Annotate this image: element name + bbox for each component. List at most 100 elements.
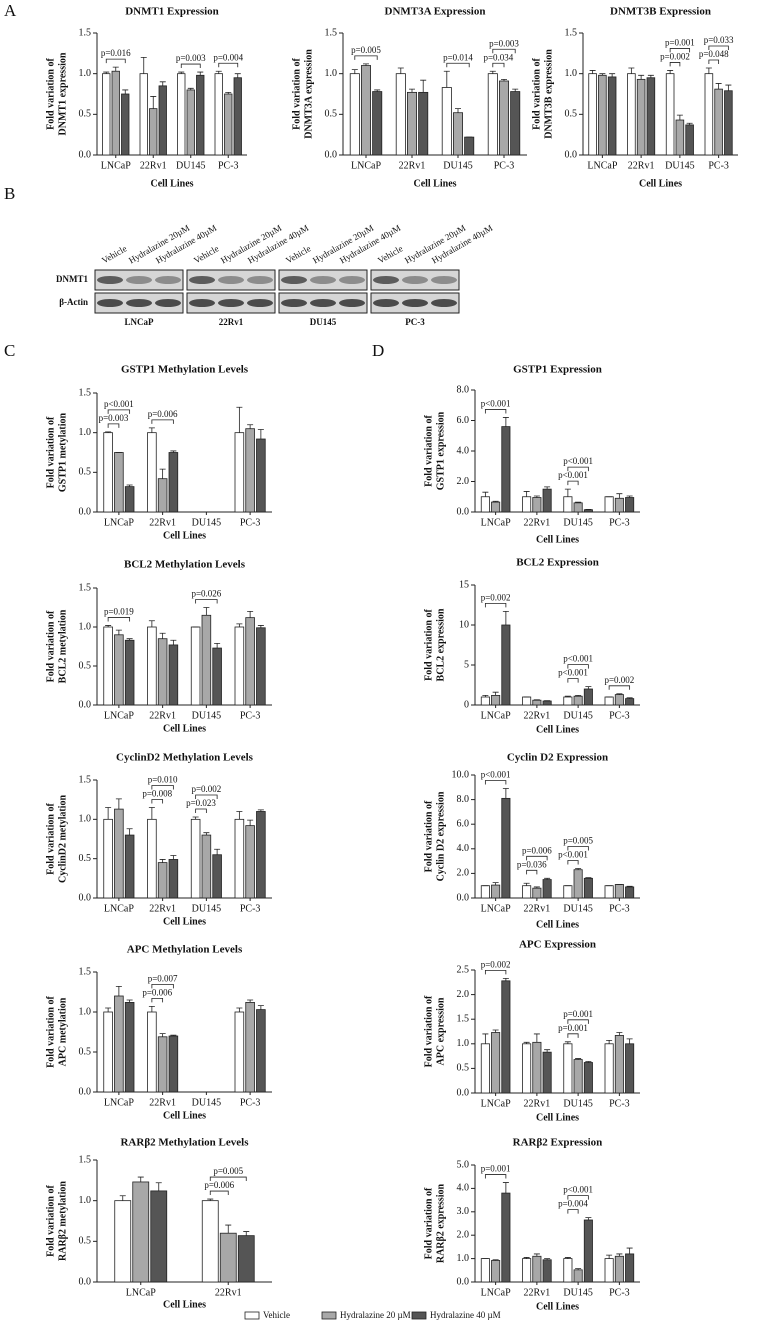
significance-bracket [209, 1190, 229, 1196]
error-bar [140, 57, 147, 74]
error-bar [606, 1039, 613, 1044]
bar [147, 626, 157, 706]
error-bar [214, 642, 221, 649]
error-bar [192, 816, 199, 820]
p-value: p=0.006 [148, 409, 178, 419]
x-tick-label: 22Rv1 [149, 903, 176, 914]
y-tick-label: 0.0 [79, 149, 92, 160]
error-bar [247, 424, 254, 429]
blot-band [310, 299, 336, 307]
x-tick-label: DU145 [563, 903, 592, 914]
bar [665, 73, 675, 156]
bar [256, 627, 266, 706]
significance-bracket [708, 59, 720, 64]
x-tick-label: PC-3 [609, 710, 630, 721]
error-bar [105, 1007, 112, 1012]
bar [157, 1036, 168, 1093]
blot-band [97, 299, 123, 307]
y-tick-label: 8.0 [457, 794, 470, 805]
bar [685, 124, 694, 156]
x-tick-label: LNCaP [351, 160, 381, 171]
error-bar [225, 1224, 232, 1234]
bar [614, 884, 624, 899]
bar [491, 1032, 501, 1094]
bar [510, 91, 521, 156]
error-bar [616, 1253, 623, 1257]
y-tick-label: 8.0 [457, 384, 470, 395]
y-tick-label: 1.5 [565, 27, 578, 38]
chart-title: DNMT3B Expression [610, 6, 711, 18]
p-value: p<0.001 [558, 850, 588, 860]
bar [563, 885, 573, 899]
y-tick-label: 1.0 [79, 427, 92, 438]
bar [168, 644, 179, 706]
error-bar [170, 1034, 177, 1036]
blot-band [126, 299, 152, 307]
bar [522, 885, 532, 899]
error-bar [397, 67, 404, 74]
significance-bracket [218, 62, 239, 68]
bar [573, 1059, 583, 1094]
row-label: β-Actin [59, 297, 88, 307]
blot-band [155, 299, 181, 307]
x-axis-label: Cell Lines [413, 178, 456, 189]
blot-band [310, 276, 336, 284]
x-tick-label: PC-3 [240, 517, 261, 528]
y-tick-label: 0.0 [565, 149, 578, 160]
lane-label: Vehicle [192, 243, 220, 265]
p-value: p=0.006 [522, 845, 552, 855]
bar [103, 432, 113, 513]
bar [563, 1258, 573, 1283]
p-value: p=0.006 [204, 1180, 234, 1190]
chart-title: APC Methylation Levels [127, 944, 243, 956]
significance-bracket [151, 785, 174, 790]
x-tick-label: 22Rv1 [524, 710, 551, 721]
error-bar [647, 74, 654, 78]
x-tick-label: LNCaP [481, 903, 511, 914]
bar [212, 647, 222, 706]
y-tick-label: 0.5 [79, 853, 92, 864]
error-bar [112, 66, 119, 72]
bar [168, 1035, 179, 1093]
error-bar [170, 855, 177, 860]
x-tick-label: 22Rv1 [215, 1287, 242, 1298]
x-tick-label: 22Rv1 [149, 517, 176, 528]
error-bar [159, 1033, 166, 1037]
significance-bracket [180, 63, 201, 69]
y-tick-label: 1.5 [79, 774, 92, 785]
error-bar [715, 83, 722, 90]
bar [480, 1258, 490, 1283]
error-bar [148, 620, 155, 627]
bar [704, 73, 714, 156]
x-tick-label: PC-3 [240, 903, 261, 914]
error-bar [203, 607, 210, 616]
group-label: PC-3 [405, 317, 425, 327]
error-bar [725, 84, 732, 91]
y-axis-label: Fold variation of [423, 800, 434, 872]
bar [498, 80, 509, 156]
chart-title: RARβ2 Expression [513, 1137, 603, 1149]
x-tick-label: LNCaP [481, 517, 511, 528]
y-tick-label: 1.5 [457, 1013, 470, 1024]
p-value: p=0.003 [176, 53, 206, 63]
bar [395, 73, 406, 156]
bar [190, 818, 201, 899]
blot-band [402, 299, 428, 307]
error-bar [564, 1257, 571, 1259]
x-axis-label: Cell Lines [163, 1110, 206, 1121]
bar [234, 432, 245, 513]
error-bar [686, 122, 693, 125]
y-tick-label: 1.5 [79, 387, 92, 398]
y-tick-label: 1.0 [79, 1006, 92, 1017]
chart-title: BCL2 Methylation Levels [124, 559, 246, 571]
y-tick-label: 1.0 [79, 621, 92, 632]
blot-band [218, 276, 244, 284]
p-value: p=0.026 [191, 589, 221, 599]
y-tick-label: 1.5 [79, 27, 92, 38]
bar [111, 70, 120, 156]
bar [201, 834, 212, 899]
error-bar [257, 625, 264, 628]
bar [234, 626, 245, 706]
error-bar [187, 87, 194, 90]
bar [124, 1002, 135, 1093]
